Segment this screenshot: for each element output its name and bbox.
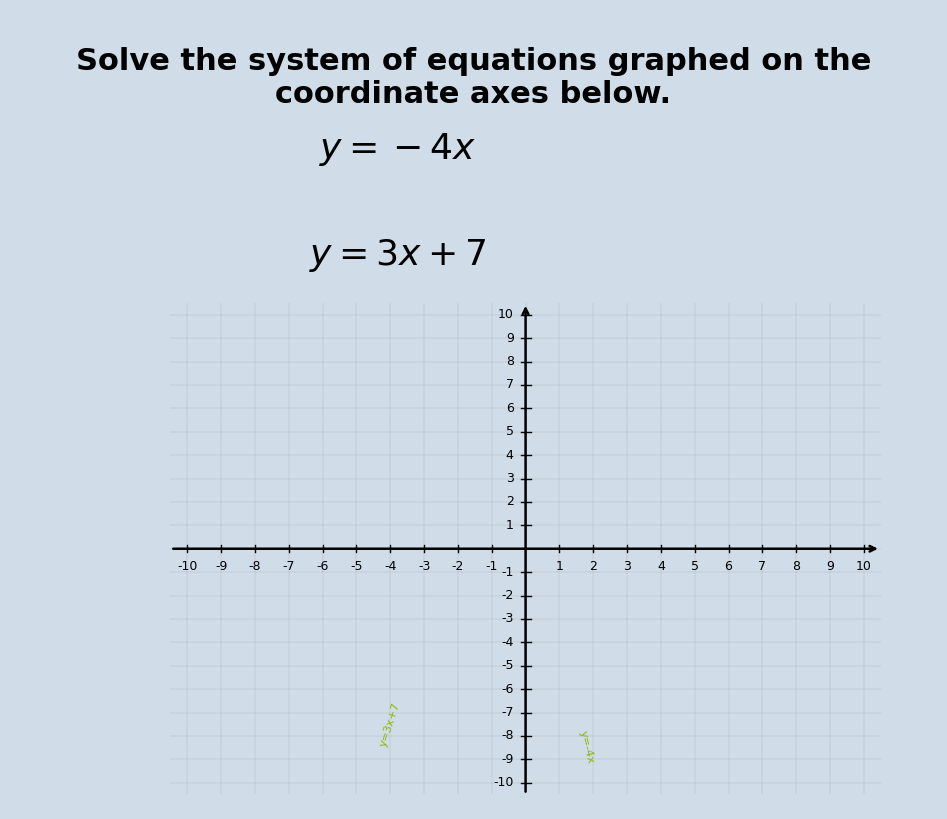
Text: -7: -7 bbox=[282, 560, 295, 573]
Text: 10: 10 bbox=[856, 560, 872, 573]
Text: 2: 2 bbox=[506, 495, 513, 509]
Text: 3: 3 bbox=[623, 560, 631, 573]
Text: -4: -4 bbox=[501, 636, 513, 649]
Text: 5: 5 bbox=[690, 560, 699, 573]
Text: -10: -10 bbox=[177, 560, 198, 573]
Text: -8: -8 bbox=[249, 560, 261, 573]
Text: -6: -6 bbox=[316, 560, 329, 573]
Text: 7: 7 bbox=[759, 560, 766, 573]
Text: -3: -3 bbox=[501, 613, 513, 626]
Text: 4: 4 bbox=[657, 560, 665, 573]
Text: -9: -9 bbox=[501, 753, 513, 766]
Text: -6: -6 bbox=[501, 682, 513, 695]
Text: -2: -2 bbox=[452, 560, 464, 573]
Text: 1: 1 bbox=[556, 560, 563, 573]
Text: y=-4x: y=-4x bbox=[578, 730, 596, 765]
Text: Solve the system of equations graphed on the coordinate axes below.: Solve the system of equations graphed on… bbox=[76, 47, 871, 109]
Text: 1: 1 bbox=[506, 518, 513, 532]
Text: 2: 2 bbox=[589, 560, 598, 573]
Text: -1: -1 bbox=[501, 566, 513, 579]
Text: 9: 9 bbox=[506, 332, 513, 345]
Text: 8: 8 bbox=[792, 560, 800, 573]
Text: -5: -5 bbox=[501, 659, 513, 672]
Text: 7: 7 bbox=[506, 378, 513, 391]
Text: -5: -5 bbox=[350, 560, 363, 573]
Text: 6: 6 bbox=[724, 560, 732, 573]
Text: 8: 8 bbox=[506, 355, 513, 368]
Text: -2: -2 bbox=[501, 589, 513, 602]
Text: 4: 4 bbox=[506, 449, 513, 462]
Text: 9: 9 bbox=[826, 560, 834, 573]
Text: $y = 3x + 7$: $y = 3x + 7$ bbox=[309, 237, 487, 274]
Text: 6: 6 bbox=[506, 402, 513, 415]
Text: y=3x+7: y=3x+7 bbox=[379, 701, 402, 748]
Text: -7: -7 bbox=[501, 706, 513, 719]
Text: -1: -1 bbox=[486, 560, 498, 573]
Text: -9: -9 bbox=[215, 560, 227, 573]
Text: 10: 10 bbox=[498, 308, 513, 321]
Text: -4: -4 bbox=[384, 560, 397, 573]
Text: -10: -10 bbox=[493, 776, 513, 790]
Text: -3: -3 bbox=[418, 560, 430, 573]
Text: -8: -8 bbox=[501, 730, 513, 743]
Text: 3: 3 bbox=[506, 472, 513, 485]
Text: $y = -4x$: $y = -4x$ bbox=[319, 131, 476, 168]
Text: 5: 5 bbox=[506, 425, 513, 438]
